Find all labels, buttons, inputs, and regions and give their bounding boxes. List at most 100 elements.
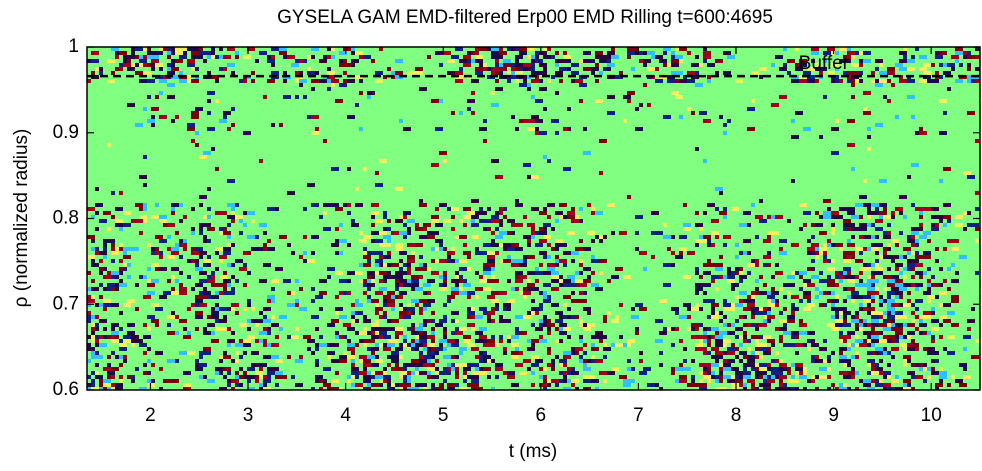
texture-cell (235, 215, 243, 219)
texture-cell (495, 343, 499, 347)
texture-cell (387, 327, 395, 331)
texture-cell (215, 247, 223, 251)
texture-cell (351, 219, 355, 223)
texture-cell (535, 99, 543, 103)
texture-cell (523, 235, 531, 239)
texture-cell (527, 367, 531, 371)
texture-cell (219, 47, 223, 51)
texture-cell (891, 379, 899, 383)
texture-cell (911, 95, 915, 99)
texture-cell (839, 311, 843, 315)
texture-cell (607, 203, 615, 207)
texture-cell (819, 71, 823, 75)
texture-cell (179, 283, 183, 287)
texture-cell (191, 115, 199, 119)
texture-cell (583, 375, 587, 379)
texture-cell (355, 203, 363, 207)
texture-cell (155, 267, 159, 271)
texture-cell (163, 379, 171, 383)
texture-cell (419, 383, 427, 387)
texture-cell (231, 379, 235, 383)
texture-cell (863, 111, 871, 115)
texture-cell (967, 223, 975, 227)
texture-cell (443, 347, 447, 351)
texture-cell (475, 59, 483, 63)
texture-cell (907, 79, 915, 83)
texture-cell (567, 231, 575, 235)
texture-cell (483, 211, 487, 215)
texture-cell (207, 91, 215, 95)
texture-cell (423, 355, 431, 359)
texture-cell (855, 371, 859, 375)
texture-cell (119, 279, 123, 283)
texture-cell (419, 255, 423, 259)
texture-cell (951, 279, 959, 283)
texture-cell (843, 299, 847, 303)
texture-cell (695, 383, 699, 387)
texture-cell (967, 175, 975, 179)
texture-cell (683, 303, 691, 307)
texture-cell (207, 275, 211, 279)
texture-cell (507, 307, 511, 311)
texture-cell (859, 251, 863, 255)
texture-cell (323, 139, 327, 143)
texture-cell (467, 291, 475, 295)
texture-cell (767, 375, 771, 379)
texture-cell (507, 279, 511, 283)
texture-cell (207, 379, 215, 383)
texture-cell (419, 323, 423, 327)
texture-cell (515, 327, 519, 331)
texture-cell (307, 55, 311, 59)
texture-cell (175, 67, 179, 71)
texture-cell (527, 47, 535, 51)
texture-cell (247, 271, 251, 275)
texture-cell (91, 295, 95, 299)
texture-cell (659, 59, 667, 63)
texture-cell (787, 283, 795, 287)
texture-cell (895, 267, 899, 271)
texture-cell (91, 371, 95, 375)
texture-cell (771, 63, 775, 67)
texture-cell (279, 235, 287, 239)
texture-cell (491, 91, 495, 95)
texture-cell (887, 267, 891, 271)
texture-cell (407, 307, 415, 311)
texture-cell (451, 291, 459, 295)
texture-cell (359, 55, 363, 59)
texture-cell (243, 131, 251, 135)
texture-cell (627, 359, 631, 363)
texture-cell (227, 223, 231, 227)
texture-cell (363, 283, 367, 287)
texture-cell (463, 283, 471, 287)
texture-cell (147, 315, 155, 319)
texture-cell (583, 363, 587, 367)
texture-cell (875, 243, 883, 247)
texture-cell (399, 347, 403, 351)
texture-cell (931, 283, 935, 287)
texture-cell (219, 359, 223, 363)
texture-cell (791, 119, 795, 123)
texture-cell (399, 387, 403, 390)
texture-cell (107, 387, 111, 390)
texture-cell (383, 311, 387, 315)
texture-cell (367, 271, 375, 275)
texture-cell (335, 99, 343, 103)
texture-cell (895, 263, 903, 267)
texture-cell (227, 379, 231, 383)
texture-cell (807, 247, 815, 251)
texture-cell (363, 291, 367, 295)
texture-cell (883, 327, 891, 331)
texture-cell (851, 319, 859, 323)
texture-cell (499, 231, 507, 235)
texture-cell (475, 251, 483, 255)
texture-cell (367, 383, 371, 387)
texture-cell (147, 359, 151, 363)
texture-cell (515, 79, 519, 83)
texture-cell (363, 375, 371, 379)
texture-cell (267, 239, 271, 243)
texture-cell (191, 303, 195, 307)
texture-cell (875, 67, 879, 71)
texture-cell (787, 71, 791, 75)
texture-cell (663, 283, 671, 287)
texture-cell (411, 299, 419, 303)
